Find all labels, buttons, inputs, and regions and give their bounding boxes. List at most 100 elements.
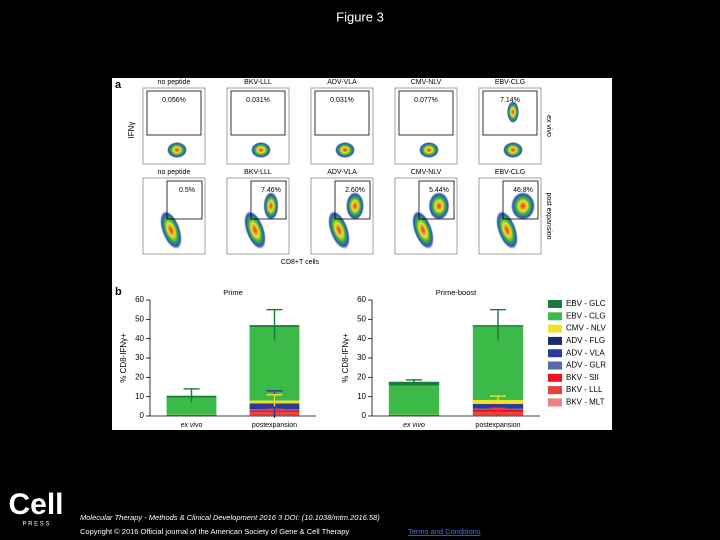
- legend-swatch: [548, 312, 562, 321]
- legend-label: BKV - LLL: [566, 385, 603, 394]
- y-tick-label: 30: [135, 353, 144, 362]
- y-tick-label: 20: [135, 372, 144, 381]
- error-bar: [490, 308, 506, 341]
- density-blob: [503, 142, 523, 158]
- chart-title: Prime-boost: [436, 288, 477, 297]
- logo: Cell: [8, 488, 63, 521]
- error-bar: [183, 388, 200, 403]
- citation: Molecular Therapy - Methods & Clinical D…: [80, 513, 380, 522]
- plot-title: ADV-VLA: [327, 169, 357, 176]
- density-blob: [251, 142, 271, 158]
- x-tick-label: ex vivo: [181, 422, 203, 429]
- gate-percent: 7.14%: [500, 97, 520, 104]
- legend-label: CMV - NLV: [566, 324, 607, 333]
- error-bar: [266, 308, 283, 341]
- legend-label: ADV - GLR: [566, 361, 606, 370]
- gate-percent: 7.46%: [261, 187, 281, 194]
- chart-title: Prime: [223, 288, 243, 297]
- axis-label: CD8+T cells: [281, 259, 320, 266]
- y-tick-label: 60: [357, 295, 366, 304]
- gate-percent: 0.056%: [162, 97, 186, 104]
- legend-swatch: [548, 361, 562, 370]
- error-bar: [490, 407, 506, 416]
- gate: [418, 180, 455, 220]
- bar-segment: [166, 397, 217, 415]
- legend-swatch: [548, 373, 562, 382]
- y-tick-label: 30: [357, 353, 366, 362]
- legend-swatch: [548, 324, 562, 333]
- row-label: ex vivo: [545, 115, 552, 137]
- y-tick-label: 40: [135, 334, 144, 343]
- gate-percent: 46.8%: [513, 187, 533, 194]
- plot-title: EBV-CLG: [495, 79, 525, 86]
- x-tick-label: postexpansion: [252, 422, 297, 429]
- gate-percent: 5.44%: [429, 187, 449, 194]
- x-tick-label: postexpansion: [475, 422, 520, 429]
- legend-label: EBV - GLC: [566, 299, 606, 308]
- row-label: post expansion: [545, 192, 552, 239]
- axis-label: IFNγ: [127, 122, 136, 139]
- density-blob: [511, 192, 535, 220]
- plot-title: no peptide: [158, 169, 191, 176]
- error-bar: [266, 394, 283, 407]
- density-blob: [428, 192, 450, 220]
- plot-title: CMV-NLV: [411, 169, 442, 176]
- gate: [250, 180, 287, 220]
- legend-label: ADV - FLG: [566, 336, 605, 345]
- terms-link[interactable]: Terms and Conditions: [408, 527, 481, 536]
- plot-title: BKV-LLL: [244, 169, 272, 176]
- y-tick-label: 10: [357, 392, 366, 401]
- legend-swatch: [548, 386, 562, 395]
- gate-percent: 0.031%: [246, 97, 270, 104]
- plot-title: CMV-NLV: [411, 79, 442, 86]
- gate-percent: 2.60%: [345, 187, 365, 194]
- legend-swatch: [548, 300, 562, 308]
- y-tick-label: 50: [135, 314, 144, 323]
- y-tick-label: 40: [357, 334, 366, 343]
- density-blob: [346, 192, 364, 220]
- error-bar: [490, 395, 506, 404]
- density-blob: [496, 210, 518, 250]
- legend-swatch: [548, 336, 562, 345]
- gate: [146, 90, 202, 136]
- density-blob: [263, 192, 279, 220]
- plot-title: no peptide: [158, 79, 191, 86]
- y-tick-label: 50: [357, 314, 366, 323]
- y-tick-label: 0: [140, 411, 145, 420]
- density-blob: [507, 101, 519, 123]
- slide-title: Figure 3: [336, 9, 384, 24]
- bar-segment: [472, 403, 524, 405]
- density-blob: [160, 210, 182, 250]
- y-tick-label: 20: [357, 372, 366, 381]
- y-axis-label: % CD8-IFNγ+: [341, 333, 350, 383]
- x-tick-label: ex vivo: [403, 422, 425, 429]
- error-bar: [406, 379, 422, 384]
- legend-label: EBV - CLG: [566, 311, 606, 320]
- density-blob: [328, 210, 350, 250]
- legend-swatch: [548, 398, 562, 407]
- density-blob: [412, 210, 434, 250]
- y-tick-label: 10: [135, 392, 144, 401]
- plot-title: BKV-LLL: [244, 79, 272, 86]
- density-blob: [335, 142, 355, 158]
- y-tick-label: 60: [135, 295, 144, 304]
- gate: [334, 180, 371, 220]
- bar-segment: [472, 404, 524, 409]
- legend-label: ADV - VLA: [566, 348, 605, 357]
- y-axis-label: % CD8-IFNγ+: [119, 333, 128, 383]
- density-blob: [167, 142, 187, 158]
- panel-label: a: [115, 79, 122, 91]
- copyright: Copyright © 2016 Official journal of the…: [80, 527, 349, 536]
- gate: [314, 90, 370, 136]
- density-blob: [244, 210, 266, 250]
- plot-title: EBV-CLG: [495, 169, 525, 176]
- legend-label: BKV - MLT: [566, 398, 605, 407]
- gate-percent: 0.077%: [414, 97, 438, 104]
- plot-title: ADV-VLA: [327, 79, 357, 86]
- logo-sub: P R E S S: [23, 522, 50, 528]
- gate: [502, 180, 539, 220]
- gate-percent: 0.5%: [179, 187, 195, 194]
- legend-label: BKV - SII: [566, 373, 599, 382]
- gate-percent: 0.031%: [330, 97, 354, 104]
